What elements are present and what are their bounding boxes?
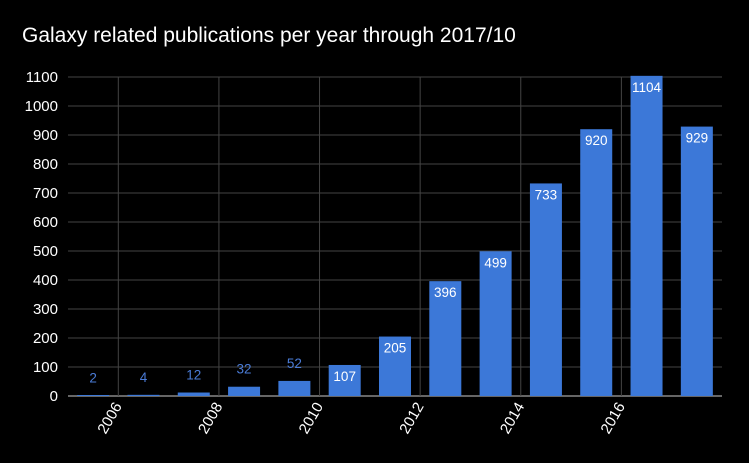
x-tick-label: 2008 [195,400,226,437]
data-label: 396 [434,285,457,300]
bar [379,336,411,396]
data-label: 920 [585,133,608,148]
data-label: 499 [484,255,507,270]
x-tick-label: 2006 [94,400,125,437]
y-tick-label: 800 [33,156,58,173]
bar [630,75,663,396]
bar [580,129,613,396]
x-tick-label: 2012 [396,400,427,437]
data-label: 205 [384,341,407,356]
bar [177,392,210,396]
data-label: 4 [140,370,148,385]
data-label: 929 [686,131,709,146]
bar [127,394,160,396]
data-label: 107 [333,369,356,384]
data-label: 2 [89,370,97,385]
data-label: 12 [186,368,201,383]
y-tick-label: 400 [33,272,58,289]
data-label: 32 [237,362,252,377]
y-tick-label: 600 [33,214,58,231]
data-label: 1104 [632,80,662,95]
data-label: 733 [535,187,558,202]
data-label: 52 [287,356,302,371]
y-tick-label: 1000 [25,98,58,115]
bar [278,380,311,396]
y-tick-label: 100 [33,359,58,376]
y-tick-label: 200 [33,330,58,347]
y-tick-label: 0 [50,388,58,405]
y-tick-label: 1100 [26,69,58,86]
bar [328,364,361,396]
y-tick-label: 300 [33,301,58,318]
bar [228,386,261,396]
bar [429,281,462,396]
y-tick-label: 900 [33,127,58,144]
chart-title: Galaxy related publications per year thr… [22,24,516,47]
bar [680,126,713,396]
y-tick-label: 500 [33,243,58,260]
bar [77,395,110,396]
y-tick-label: 700 [33,185,58,202]
bar [529,183,562,396]
x-tick-label: 2016 [597,400,628,437]
x-tick-label: 2010 [296,400,327,437]
x-tick-label: 2014 [497,400,528,437]
bar [479,251,512,396]
